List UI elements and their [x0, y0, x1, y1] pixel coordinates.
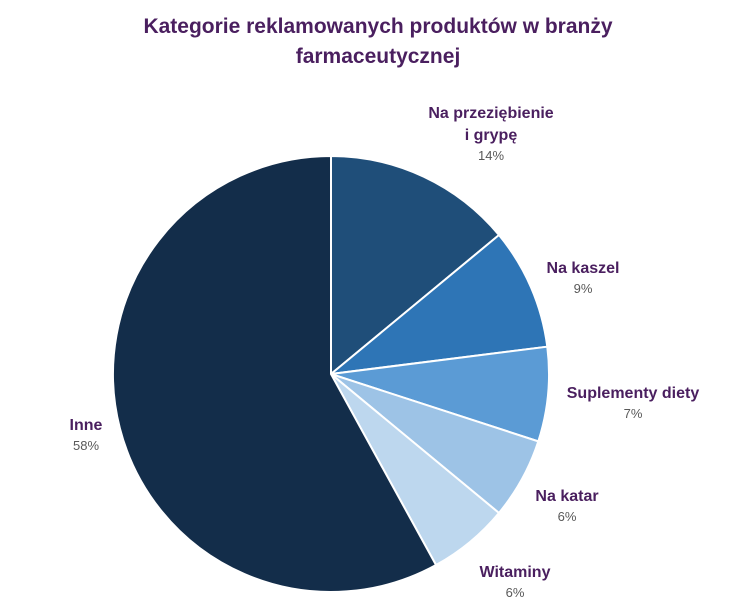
- slice-name-label: Suplementy diety: [567, 385, 700, 402]
- pie-labels: Na przeziębienie i grypę 14% Na kaszel 9% Sup…: [70, 105, 700, 600]
- slice-value-label: 14%: [478, 148, 504, 163]
- pie-slice: [111, 154, 438, 593]
- slice-name-label: Witaminy: [480, 564, 551, 581]
- pie-slice: [330, 154, 501, 377]
- slice-name-label: i grypę: [465, 127, 518, 144]
- slice-name-label: Inne: [70, 417, 103, 434]
- pie-slices: [111, 154, 550, 593]
- chart-title-line-2: farmaceutycznej: [295, 45, 461, 68]
- slice-value-label: 7%: [624, 406, 643, 421]
- chart-title-line-1: Kategorie reklamowanych produktów w bran…: [143, 15, 613, 38]
- slice-name-label: Na przeziębienie: [428, 105, 553, 122]
- pie-slice: [327, 233, 549, 376]
- slice-value-label: 58%: [73, 438, 99, 453]
- slice-value-label: 6%: [506, 585, 525, 600]
- slice-name-label: Na kaszel: [547, 260, 620, 277]
- slice-value-label: 9%: [574, 281, 593, 296]
- slice-name-label: Na katar: [535, 488, 598, 505]
- slice-value-label: 6%: [558, 509, 577, 524]
